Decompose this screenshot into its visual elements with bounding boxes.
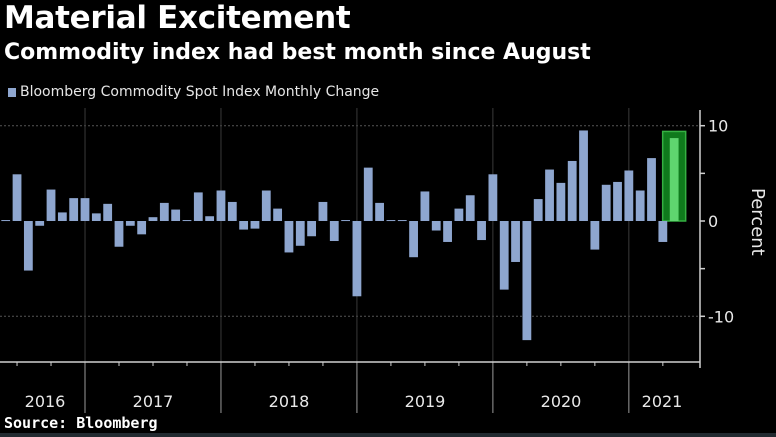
bar	[273, 208, 283, 221]
bar	[363, 167, 373, 221]
bar	[57, 212, 67, 221]
bar	[216, 190, 226, 221]
y-tick-label: 10	[708, 117, 728, 136]
bar	[80, 198, 90, 221]
bar	[556, 182, 566, 221]
bar-highlighted	[669, 138, 679, 221]
bar	[431, 221, 441, 231]
bar	[205, 216, 215, 221]
x-year-label: 2017	[133, 392, 174, 411]
y-tick-label: -10	[708, 307, 734, 326]
bar	[261, 190, 271, 221]
chart-title: Material Excitement	[4, 0, 351, 36]
bar	[341, 220, 350, 222]
bar	[193, 192, 203, 221]
bar	[590, 221, 600, 250]
bar	[69, 198, 79, 221]
bar	[227, 201, 237, 221]
bar	[567, 160, 577, 221]
bar	[1, 220, 11, 222]
bar	[545, 169, 554, 221]
x-year-label: 2021	[642, 392, 683, 411]
bar	[125, 221, 135, 226]
bar	[284, 221, 294, 253]
bar	[579, 130, 588, 221]
source-note: Source: Bloomberg	[4, 414, 158, 432]
x-year-label: 2019	[405, 392, 446, 411]
bar	[148, 217, 158, 221]
bar	[171, 209, 181, 221]
legend: Bloomberg Commodity Spot Index Monthly C…	[8, 84, 379, 100]
bar	[375, 202, 384, 221]
bar	[443, 221, 452, 242]
bar	[420, 191, 430, 221]
legend-label: Bloomberg Commodity Spot Index Monthly C…	[20, 84, 380, 100]
bar	[647, 158, 656, 221]
legend-swatch	[8, 87, 16, 97]
bar	[35, 221, 45, 226]
bar	[499, 221, 509, 290]
bar	[658, 221, 668, 242]
y-axis-title: Percent	[747, 188, 768, 256]
bar	[533, 199, 543, 221]
bar	[386, 220, 396, 222]
x-year-label: 2020	[541, 392, 582, 411]
bar	[511, 221, 520, 262]
bar	[624, 170, 634, 221]
bar	[239, 221, 249, 230]
bar	[454, 208, 464, 221]
x-year-label: 2016	[25, 392, 66, 411]
bar	[250, 221, 260, 229]
bar	[318, 201, 328, 221]
bar	[307, 221, 317, 237]
bar	[91, 213, 101, 221]
bar	[488, 174, 498, 221]
bar	[522, 221, 532, 341]
bottom-strip	[0, 433, 776, 437]
bar	[465, 195, 475, 221]
bar	[295, 221, 305, 246]
bar	[159, 202, 169, 221]
bar	[137, 221, 147, 235]
x-year-label: 2018	[269, 392, 310, 411]
bar	[103, 203, 113, 221]
bar	[409, 221, 418, 258]
bar	[23, 221, 33, 271]
bar	[601, 184, 611, 221]
bar	[114, 221, 124, 247]
chart-subtitle: Commodity index had best month since Aug…	[4, 40, 591, 65]
bar	[12, 174, 22, 221]
bar	[352, 221, 362, 297]
bar	[46, 189, 56, 221]
bar	[613, 181, 622, 221]
bar	[397, 220, 407, 222]
bar	[635, 190, 645, 221]
bar	[329, 221, 339, 242]
bar	[477, 221, 486, 241]
bar	[182, 220, 192, 222]
y-tick-label: 0	[708, 212, 718, 231]
